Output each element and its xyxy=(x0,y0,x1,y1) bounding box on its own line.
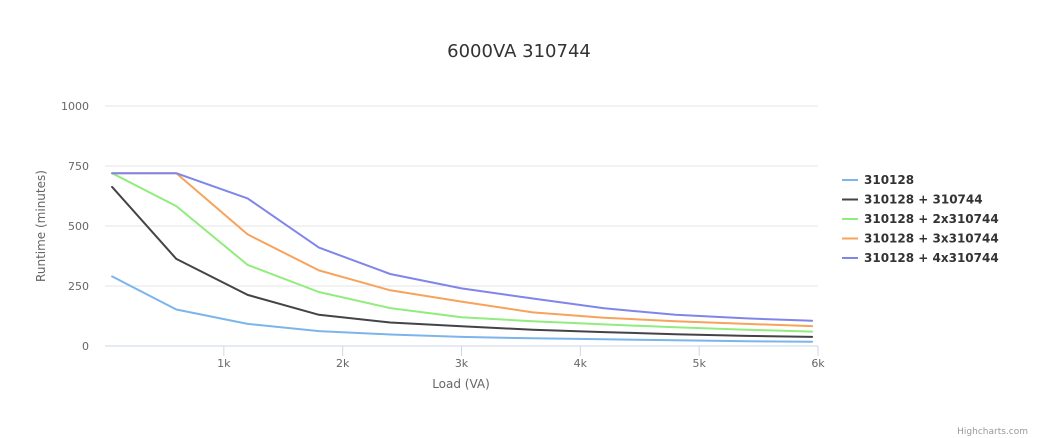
x-tick-label: 2k xyxy=(336,357,350,370)
legend-item-3[interactable]: 310128 + 2x310744 xyxy=(842,212,999,226)
x-tick-label: 3k xyxy=(455,357,469,370)
series-line-3[interactable] xyxy=(111,172,814,333)
axis-layer: 0 250 500 750 1000 1k 2k 3k 4k 5k 6k xyxy=(61,100,825,370)
series-line-1[interactable] xyxy=(111,275,814,343)
legend-item-1[interactable]: 310128 xyxy=(842,173,914,187)
legend: 310128 310128 + 310744 310128 + 2x310744 31… xyxy=(842,173,999,265)
x-tick-label: 5k xyxy=(692,357,706,370)
x-tick-label: 6k xyxy=(811,357,825,370)
legend-item-5[interactable]: 310128 + 4x310744 xyxy=(842,251,999,265)
y-tick-label: 250 xyxy=(68,280,89,293)
series-line-2[interactable] xyxy=(111,185,814,338)
y-tick-label: 750 xyxy=(68,160,89,173)
x-tick-label: 1k xyxy=(217,357,231,370)
legend-label: 310128 + 2x310744 xyxy=(864,212,999,226)
legend-label: 310128 + 4x310744 xyxy=(864,251,999,265)
series-line-4[interactable] xyxy=(111,172,814,328)
legend-label: 310128 + 310744 xyxy=(864,193,983,207)
credits-link[interactable]: Highcharts.com xyxy=(957,427,1028,437)
legend-item-4[interactable]: 310128 + 3x310744 xyxy=(842,232,999,246)
x-axis-label: Load (VA) xyxy=(432,377,490,391)
series-layer xyxy=(111,172,814,343)
y-tick-label: 500 xyxy=(68,220,89,233)
chart-title: 6000VA 310744 xyxy=(447,41,591,62)
series-line-5[interactable] xyxy=(111,172,814,322)
legend-label: 310128 + 3x310744 xyxy=(864,232,999,246)
legend-label: 310128 xyxy=(864,173,914,187)
y-axis-label: Runtime (minutes) xyxy=(34,170,48,282)
grid-layer xyxy=(105,105,818,287)
x-tick-label: 4k xyxy=(574,357,588,370)
y-tick-label: 1000 xyxy=(61,100,89,113)
legend-item-2[interactable]: 310128 + 310744 xyxy=(842,193,983,207)
y-tick-label: 0 xyxy=(82,340,89,353)
